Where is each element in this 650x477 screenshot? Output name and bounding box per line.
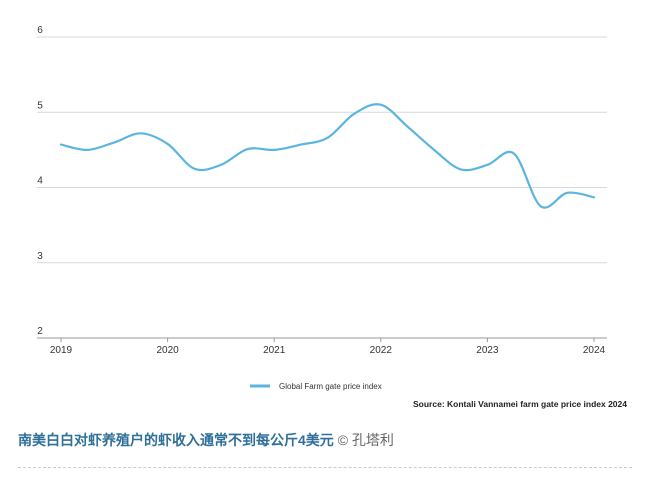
x-axis-tick-labels: 2019 2020 2021 2022 2023 2024: [50, 345, 606, 356]
x-tick-label: 2024: [583, 345, 606, 356]
divider: [18, 467, 632, 468]
x-tick-label: 2020: [156, 345, 179, 356]
x-tick-label: 2019: [50, 345, 73, 356]
figure-caption: 南美白白对虾养殖户的虾收入通常不到每公斤4美元 © 孔塔利: [18, 430, 394, 450]
y-axis-tick-labels: 2 3 4 5 6: [37, 25, 43, 337]
legend: Global Farm gate price index: [250, 382, 382, 391]
caption-credit: © 孔塔利: [337, 432, 394, 448]
caption-title: 南美白白对虾养殖户的虾收入通常不到每公斤4美元: [18, 432, 334, 448]
gridlines: [37, 36, 607, 339]
x-tick-label: 2022: [370, 345, 393, 356]
y-tick-label: 6: [37, 25, 43, 36]
x-tick-label: 2023: [476, 345, 499, 356]
y-tick-label: 4: [37, 176, 43, 187]
x-tick-label: 2021: [263, 345, 286, 356]
x-axis-ticks: [60, 338, 595, 342]
series-line-farm-gate-price: [59, 103, 596, 209]
y-tick-label: 2: [37, 326, 43, 337]
price-index-chart: 2 3 4 5 6 2019 2020 2021 2022 2023 2024 Global Fa…: [37, 25, 627, 409]
y-tick-label: 3: [37, 251, 43, 262]
y-tick-label: 5: [37, 100, 43, 111]
source-note: Source: Kontali Vannamei farm gate price…: [413, 399, 627, 409]
legend-label: Global Farm gate price index: [279, 382, 382, 391]
